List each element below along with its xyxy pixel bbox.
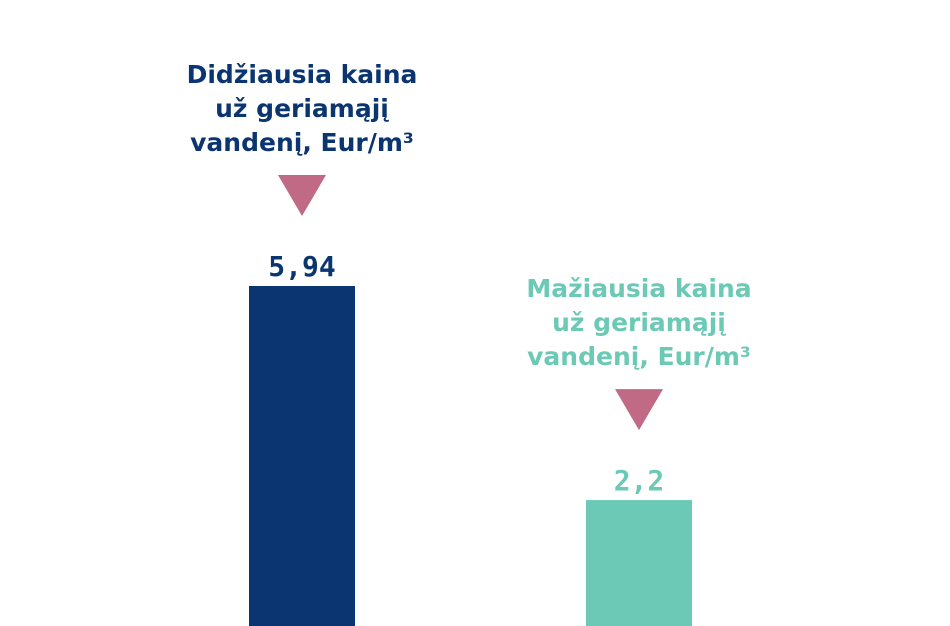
category-label-min-line-3: vandenį, Eur/m³ bbox=[527, 342, 751, 371]
data-label-max: 5,94 bbox=[268, 250, 335, 283]
category-label-min-line-1: Mažiausia kaina bbox=[526, 274, 751, 303]
down-triangle-icon bbox=[278, 175, 326, 216]
bar-group-min: Mažiausia kaina už geriamąjį vandenį, Eu… bbox=[526, 274, 752, 626]
bar-group-max: Didžiausia kaina už geriamąjį vandenį, E… bbox=[187, 60, 418, 626]
category-label-max-line-2: už geriamąjį bbox=[215, 94, 389, 123]
category-label-max-line-1: Didžiausia kaina bbox=[187, 60, 418, 89]
category-label-max-line-3: vandenį, Eur/m³ bbox=[190, 128, 414, 157]
bar-min bbox=[586, 500, 692, 626]
category-label-min-line-2: už geriamąjį bbox=[552, 308, 726, 337]
data-label-min: 2,2 bbox=[614, 464, 665, 497]
down-triangle-icon bbox=[615, 389, 663, 431]
bar-max bbox=[249, 286, 355, 626]
